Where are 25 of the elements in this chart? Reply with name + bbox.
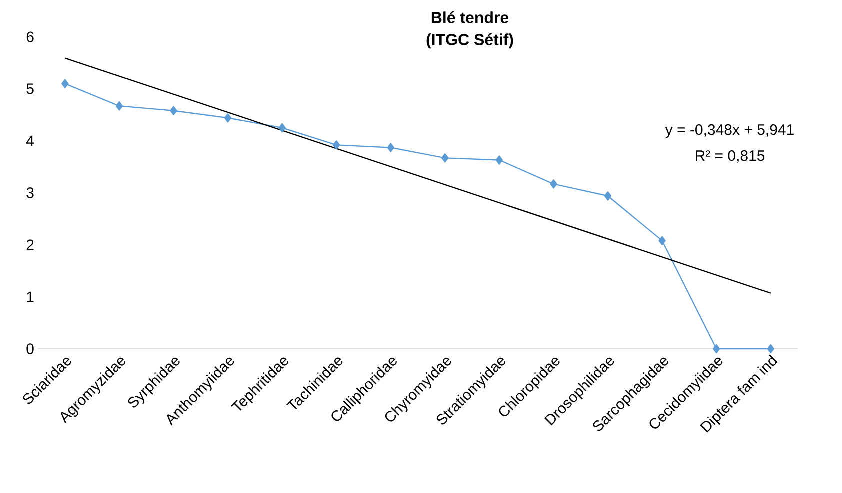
y-tick-label: 6	[26, 32, 34, 42]
point	[604, 192, 612, 201]
y-tick-label: 5	[26, 84, 34, 94]
y-tick-label: 0	[26, 344, 34, 354]
y-tick-label: 3	[26, 188, 34, 198]
chart-subtitle: (ITGC Sétif)	[426, 34, 514, 49]
point	[767, 344, 774, 354]
annotation: R² = 0,815	[696, 150, 765, 163]
point	[712, 344, 720, 354]
point	[387, 143, 394, 152]
point	[658, 236, 666, 246]
point	[170, 106, 178, 116]
point	[62, 79, 69, 88]
y-tick-label: 4	[26, 136, 34, 146]
point	[224, 114, 232, 123]
point	[550, 180, 558, 189]
point	[332, 140, 340, 150]
point	[116, 102, 124, 111]
point	[442, 154, 449, 163]
y-tick-label: 2	[26, 240, 34, 250]
chart-title: Blé tendre	[432, 12, 509, 24]
point	[496, 156, 504, 165]
y-tick-label: 1	[27, 292, 34, 302]
annotation: y = -0,348x + 5,941	[665, 124, 794, 138]
point	[278, 123, 286, 133]
